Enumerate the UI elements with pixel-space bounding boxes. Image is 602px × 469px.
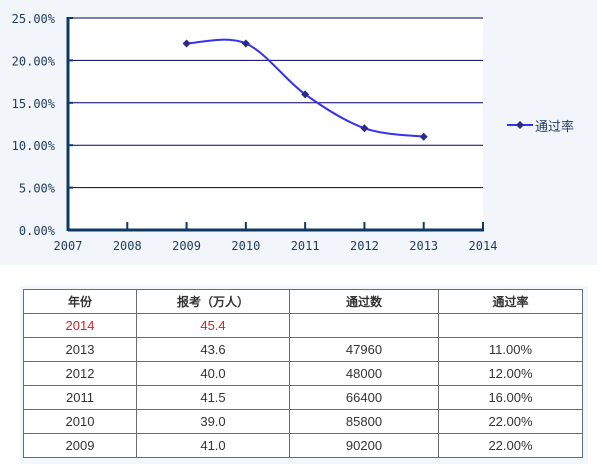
legend-symbol-icon xyxy=(507,121,533,129)
svg-text:5.00%: 5.00% xyxy=(19,182,56,196)
legend-label: 通过率 xyxy=(535,120,575,135)
header-year: 年份 xyxy=(23,289,137,314)
diamond-marker-icon xyxy=(182,39,191,48)
cell-passed: 48000 xyxy=(289,361,439,386)
svg-text:25.00%: 25.00% xyxy=(12,12,56,26)
cell-applicants: 39.0 xyxy=(136,409,290,434)
table-row: 2014 45.4 xyxy=(23,313,583,338)
cell-year: 2009 xyxy=(23,433,137,458)
axes xyxy=(66,17,484,232)
svg-text:2007: 2007 xyxy=(54,239,83,253)
cell-passed: 85800 xyxy=(289,409,439,434)
cell-rate xyxy=(438,313,583,338)
table-row: 2010 39.0 85800 22.00% xyxy=(23,409,583,434)
chart-panel: 0.00% 5.00% 10.00% 15.00% 20.00% 25.00% 2007 2… xyxy=(0,0,597,265)
cell-year: 2010 xyxy=(23,409,137,434)
svg-text:2008: 2008 xyxy=(113,239,142,253)
diamond-marker-icon xyxy=(241,39,250,48)
cell-passed: 47960 xyxy=(289,337,439,362)
table-header-row: 年份 报考（万人） 通过数 通过率 xyxy=(23,289,583,314)
cell-passed: 66400 xyxy=(289,385,439,410)
line-chart: 0.00%5.00%10.00%15.00%20.00%25.00% 2007 2… xyxy=(12,12,533,253)
svg-text:2009: 2009 xyxy=(172,239,201,253)
cell-applicants: 43.6 xyxy=(136,337,290,362)
data-table: 年份 报考（万人） 通过数 通过率 2014 45.4 2013 43.6 47… xyxy=(23,289,583,458)
cell-applicants: 41.0 xyxy=(136,433,290,458)
diamond-marker-icon xyxy=(360,124,369,133)
table-row: 2012 40.0 48000 12.00% xyxy=(23,361,583,386)
svg-text:2010: 2010 xyxy=(231,239,260,253)
cell-rate: 22.00% xyxy=(438,409,583,434)
table-container: 年份 报考（万人） 通过数 通过率 2014 45.4 2013 43.6 47… xyxy=(20,286,588,464)
cell-rate: 12.00% xyxy=(438,361,583,386)
cell-applicants: 45.4 xyxy=(136,313,290,338)
header-applicants: 报考（万人） xyxy=(136,289,290,314)
header-passed: 通过数 xyxy=(289,289,439,314)
svg-text:10.00%: 10.00% xyxy=(12,139,56,153)
svg-text:2013: 2013 xyxy=(409,239,438,253)
cell-year: 2014 xyxy=(23,313,137,338)
plot-area xyxy=(68,18,483,230)
cell-year: 2013 xyxy=(23,337,137,362)
svg-text:2012: 2012 xyxy=(350,239,379,253)
table-row: 2011 41.5 66400 16.00% xyxy=(23,385,583,410)
table-row: 2009 41.0 90200 22.00% xyxy=(23,433,583,458)
svg-text:2014: 2014 xyxy=(469,239,498,253)
cell-passed xyxy=(289,313,439,338)
cell-year: 2011 xyxy=(23,385,137,410)
x-axis-labels: 2007 2008 2009 2010 2011 2012 2013 2014 xyxy=(54,239,498,253)
cell-rate: 16.00% xyxy=(438,385,583,410)
cell-applicants: 40.0 xyxy=(136,361,290,386)
svg-text:15.00%: 15.00% xyxy=(12,97,56,111)
cell-passed: 90200 xyxy=(289,433,439,458)
cell-rate: 22.00% xyxy=(438,433,583,458)
cell-year: 2012 xyxy=(23,361,137,386)
cell-rate: 11.00% xyxy=(438,337,583,362)
gridlines xyxy=(68,17,483,189)
y-axis-labels: 0.00% 5.00% 10.00% 15.00% 20.00% 25.00% xyxy=(12,12,56,238)
svg-text:0.00%: 0.00% xyxy=(19,224,56,238)
table-row: 2013 43.6 47960 11.00% xyxy=(23,337,583,362)
data-markers xyxy=(182,39,428,141)
svg-text:20.00%: 20.00% xyxy=(12,54,56,68)
cell-applicants: 41.5 xyxy=(136,385,290,410)
header-rate: 通过率 xyxy=(438,289,583,314)
diamond-marker-icon xyxy=(301,90,310,99)
diamond-marker-icon xyxy=(419,132,428,141)
svg-text:2011: 2011 xyxy=(291,239,320,253)
